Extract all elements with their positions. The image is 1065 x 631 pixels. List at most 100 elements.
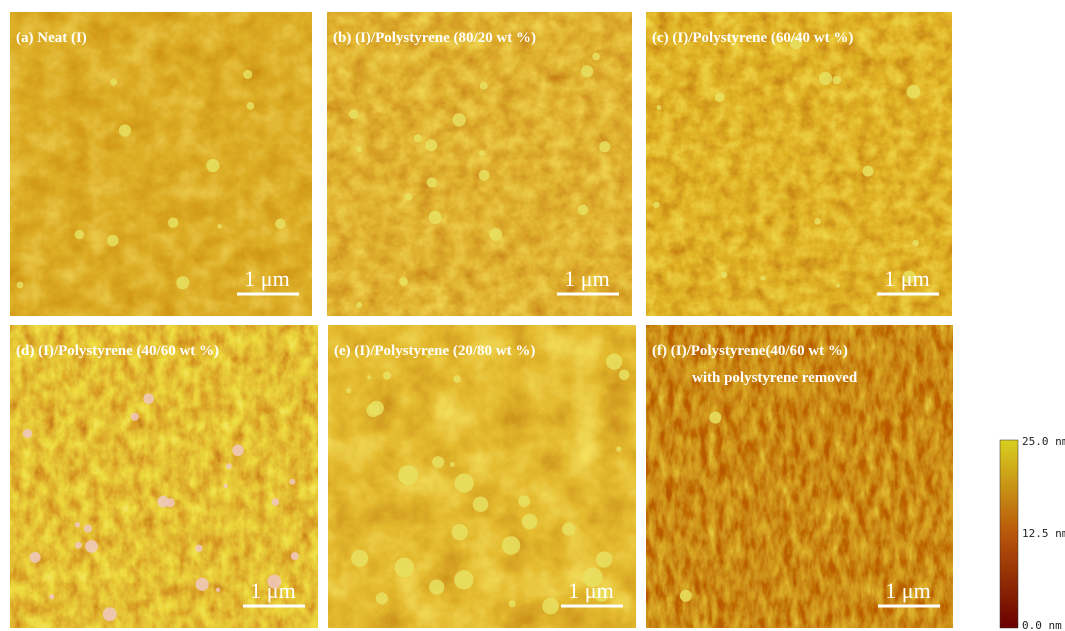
particle [75,522,80,527]
particle [143,393,154,404]
particle [394,558,414,578]
particle [17,282,24,289]
particle [196,578,209,591]
particle [454,570,473,589]
particle [216,588,220,592]
particle [479,170,490,181]
particle [473,496,489,512]
particle [243,70,252,79]
particle [619,369,630,380]
particle [232,445,244,457]
particle [814,218,821,225]
afm-panel: (c) (I)/Polystyrene (60/40 wt %)1 μm [646,12,952,316]
particle [356,147,362,153]
particle [176,276,189,289]
particle [606,354,622,370]
particle [75,542,82,549]
particle [119,124,131,136]
particle [709,412,721,424]
particle [562,522,575,535]
colorbar-mid: 12.5 nm [1022,527,1065,540]
particle [272,498,280,506]
particle [581,65,593,77]
panel-label-line2: with polystyrene removed [692,370,858,386]
panel-label: (d) (I)/Polystyrene (40/60 wt %) [16,343,219,359]
particle [246,102,254,110]
particle [429,579,444,594]
particle [226,463,232,469]
particle [346,388,351,393]
afm-panel: (b) (I)/Polystyrene (80/20 wt %) 1 μm [327,12,632,316]
particle [351,550,368,567]
particle [542,598,559,615]
particle [168,218,178,228]
particle [405,193,413,201]
colorbar [1000,440,1018,628]
particle [23,429,32,438]
particle [578,205,588,215]
particle [427,177,437,187]
scale-bar-label: 1 μm [885,578,930,603]
figure: (a) Neat (I)1 μm(b) (I)/Polystyrene (80/… [0,0,1065,631]
particle [715,92,725,102]
particle [836,283,840,287]
particle [75,230,84,239]
panel-label: (b) (I)/Polystyrene (80/20 wt %) [333,30,536,46]
particle [414,134,422,142]
scale-bar-label: 1 μm [884,266,929,291]
particle [84,524,92,532]
particle [206,159,219,172]
particle [450,462,455,467]
particle [479,150,485,156]
particle [131,413,139,421]
particle [489,228,502,241]
particle [502,536,520,554]
particle [452,524,468,540]
particle [907,85,921,99]
particle [398,465,418,485]
particle [657,105,662,110]
particle [85,540,98,553]
particle [275,219,285,229]
particle [616,446,621,451]
particle [819,72,832,85]
afm-panel: (a) Neat (I)1 μm [10,12,312,316]
particle [166,498,175,507]
particle [291,552,299,560]
particle [366,403,380,417]
particle [596,551,612,567]
scale-bar-label: 1 μm [564,266,609,291]
particle [592,53,600,61]
particle [195,545,202,552]
scale-bar-label: 1 μm [250,578,295,603]
particle [599,141,610,152]
particle [399,277,408,286]
particle [356,302,362,308]
panel-label: (f) (I)/Polystyrene(40/60 wt %) [652,343,848,359]
particle [432,456,444,468]
particle [217,224,222,229]
particle [30,552,41,563]
particle [833,76,842,85]
particle [912,240,919,247]
particle [110,79,117,86]
particle [452,113,465,126]
particle [349,109,359,119]
particle [428,211,441,224]
panel-label: (e) (I)/Polystyrene (20/80 wt %) [334,343,535,359]
colorbar-max: 25.0 nm [1022,435,1065,448]
particle [289,479,295,485]
particle [107,235,119,247]
particle [509,600,516,607]
particle [760,275,765,280]
particle [680,590,692,602]
panels: (a) Neat (I)1 μm(b) (I)/Polystyrene (80/… [10,12,953,628]
scale-bar-label: 1 μm [568,578,613,603]
particle [522,514,538,530]
particle [425,139,437,151]
particle [453,375,461,383]
particle [367,375,371,379]
particle [223,484,227,488]
particle [49,594,54,599]
particle [653,202,659,208]
